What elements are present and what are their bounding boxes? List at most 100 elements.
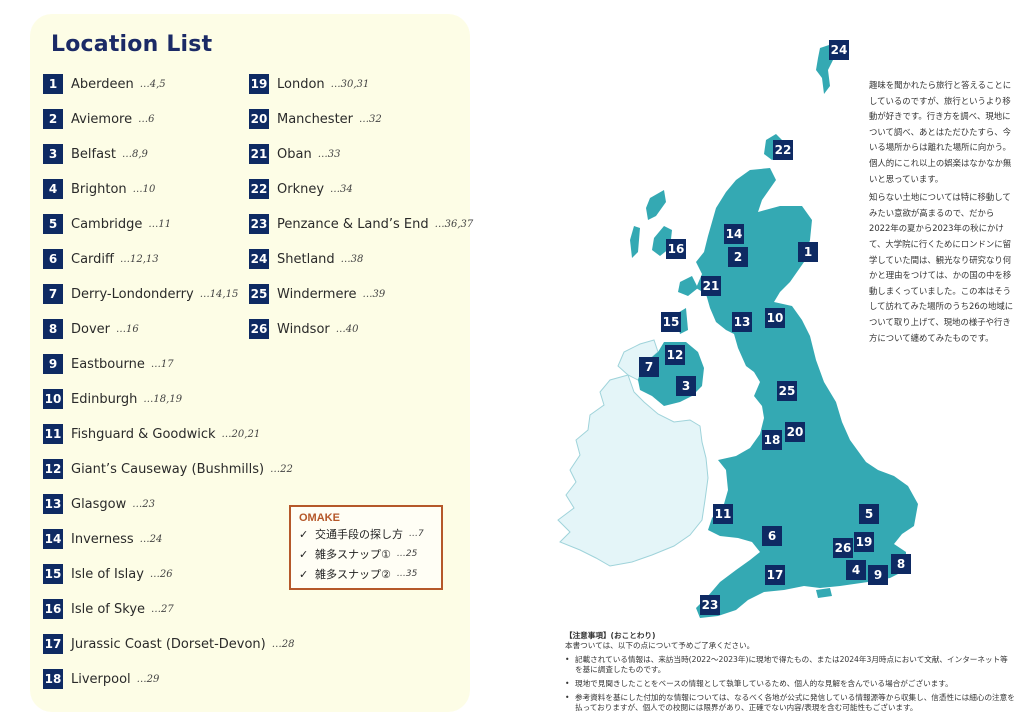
map-marker[interactable]: 10 <box>765 308 785 328</box>
location-number-badge: 10 <box>43 389 63 409</box>
location-name: Windermere <box>277 286 357 302</box>
map-marker[interactable]: 26 <box>833 538 853 558</box>
location-item[interactable]: 10 Edinburgh …18,19 <box>43 389 182 409</box>
omake-item-label: 雑多スナップ② <box>315 568 391 581</box>
map-marker[interactable]: 7 <box>639 357 659 377</box>
location-number-badge: 23 <box>249 214 269 234</box>
location-name: Cardiff <box>71 251 114 267</box>
location-item[interactable]: 11 Fishguard & Goodwick …20,21 <box>43 424 260 444</box>
location-number-badge: 8 <box>43 319 63 339</box>
location-pages: …4,5 <box>139 78 166 90</box>
location-name: Aberdeen <box>71 76 134 92</box>
location-item[interactable]: 7 Derry-Londonderry …14,15 <box>43 284 238 304</box>
map-marker[interactable]: 3 <box>676 376 696 396</box>
map-marker[interactable]: 1 <box>798 242 818 262</box>
location-item[interactable]: 4 Brighton …10 <box>43 179 155 199</box>
location-item[interactable]: 6 Cardiff …12,13 <box>43 249 159 269</box>
map-marker[interactable]: 11 <box>713 504 733 524</box>
location-name: Derry-Londonderry <box>71 286 194 302</box>
location-number-badge: 17 <box>43 634 63 654</box>
location-number-badge: 22 <box>249 179 269 199</box>
location-item[interactable]: 14 Inverness …24 <box>43 529 162 549</box>
location-item[interactable]: 8 Dover …16 <box>43 319 139 339</box>
intro-paragraph: 趣味を聞かれたら旅行と答えることにしているのですが、旅行というより移動が好きです… <box>869 80 1012 184</box>
location-list-title: Location List <box>51 32 213 57</box>
map-marker[interactable]: 13 <box>732 312 752 332</box>
location-pages: …23 <box>132 498 155 510</box>
location-item[interactable]: 9 Eastbourne …17 <box>43 354 174 374</box>
map-marker[interactable]: 9 <box>868 565 888 585</box>
location-item[interactable]: 20 Manchester …32 <box>249 109 382 129</box>
omake-item-label: 雑多スナップ① <box>315 548 391 561</box>
map-marker[interactable]: 16 <box>666 239 686 259</box>
location-item[interactable]: 22 Orkney …34 <box>249 179 353 199</box>
location-item[interactable]: 26 Windsor …40 <box>249 319 358 339</box>
location-pages: …39 <box>362 288 386 300</box>
location-item[interactable]: 21 Oban …33 <box>249 144 340 164</box>
location-item[interactable]: 19 London …30,31 <box>249 74 369 94</box>
location-pages: …40 <box>335 323 359 335</box>
location-pages: …17 <box>150 358 174 370</box>
outer-hebrides-shape <box>646 190 666 220</box>
location-number-badge: 13 <box>43 494 63 514</box>
location-item[interactable]: 16 Isle of Skye …27 <box>43 599 174 619</box>
location-item[interactable]: 23 Penzance & Land’s End …36,37 <box>249 214 473 234</box>
omake-item[interactable]: ✓ 雑多スナップ① …25 <box>299 544 433 564</box>
location-item[interactable]: 3 Belfast …8,9 <box>43 144 148 164</box>
intro-paragraph: 知らない土地については特に移動してみたい意欲が高まるので、だから2022年の夏か… <box>869 192 1014 343</box>
location-pages: …14,15 <box>199 288 239 300</box>
location-item[interactable]: 2 Aviemore …6 <box>43 109 154 129</box>
location-item[interactable]: 18 Liverpool …29 <box>43 669 159 689</box>
omake-item[interactable]: ✓ 雑多スナップ② …35 <box>299 564 433 584</box>
map-marker[interactable]: 8 <box>891 554 911 574</box>
location-number-badge: 16 <box>43 599 63 619</box>
location-pages: …16 <box>116 323 139 335</box>
map-marker[interactable]: 14 <box>724 224 744 244</box>
map-marker[interactable]: 6 <box>762 526 782 546</box>
location-item[interactable]: 17 Jurassic Coast (Dorset-Devon) …28 <box>43 634 294 654</box>
location-item[interactable]: 5 Cambridge …11 <box>43 214 171 234</box>
location-pages: …38 <box>340 253 364 265</box>
map-marker[interactable]: 4 <box>846 560 866 580</box>
check-icon: ✓ <box>299 527 309 541</box>
isle-of-wight-shape <box>816 588 832 598</box>
location-name: Edinburgh <box>71 391 138 407</box>
location-pages: …18,19 <box>143 393 183 405</box>
location-item[interactable]: 13 Glasgow …23 <box>43 494 155 514</box>
omake-item[interactable]: ✓ 交通手段の探し方 …7 <box>299 524 433 544</box>
map-marker[interactable]: 24 <box>829 40 849 60</box>
location-number-badge: 9 <box>43 354 63 374</box>
map-marker[interactable]: 23 <box>700 595 720 615</box>
location-item[interactable]: 1 Aberdeen …4,5 <box>43 74 166 94</box>
location-number-badge: 7 <box>43 284 63 304</box>
map-marker[interactable]: 5 <box>859 504 879 524</box>
location-name: Eastbourne <box>71 356 145 372</box>
map-marker[interactable]: 15 <box>661 312 681 332</box>
location-number-badge: 21 <box>249 144 269 164</box>
location-name: Inverness <box>71 531 134 547</box>
location-list-panel: Location List 1 Aberdeen …4,5 2 Aviemore …6 3 B… <box>30 14 473 712</box>
map-marker[interactable]: 19 <box>854 532 874 552</box>
notes-item: 参考資料を基にした付加的な情報については、なるべく各地が公式に発信している情報源… <box>565 693 1015 713</box>
location-pages: …10 <box>132 183 156 195</box>
location-name: Jurassic Coast (Dorset-Devon) <box>71 636 266 652</box>
location-pages: …24 <box>139 533 163 545</box>
map-marker[interactable]: 22 <box>773 140 793 160</box>
location-pages: …22 <box>270 463 293 475</box>
location-item[interactable]: 15 Isle of Islay …26 <box>43 564 173 584</box>
location-pages: …26 <box>149 568 173 580</box>
map-marker[interactable]: 18 <box>762 430 782 450</box>
map-marker[interactable]: 17 <box>765 565 785 585</box>
uist-shape <box>630 226 640 258</box>
map-marker[interactable]: 20 <box>785 422 805 442</box>
omake-title: OMAKE <box>299 512 340 524</box>
location-item[interactable]: 24 Shetland …38 <box>249 249 363 269</box>
map-marker[interactable]: 2 <box>728 247 748 267</box>
map-marker[interactable]: 25 <box>777 381 797 401</box>
location-number-badge: 3 <box>43 144 63 164</box>
map-marker[interactable]: 12 <box>665 345 685 365</box>
location-item[interactable]: 12 Giant’s Causeway (Bushmills) …22 <box>43 459 293 479</box>
notes-lead: 本書ついては、以下の点について予めご了承ください。 <box>565 641 755 650</box>
map-marker[interactable]: 21 <box>701 276 721 296</box>
location-item[interactable]: 25 Windermere …39 <box>249 284 385 304</box>
